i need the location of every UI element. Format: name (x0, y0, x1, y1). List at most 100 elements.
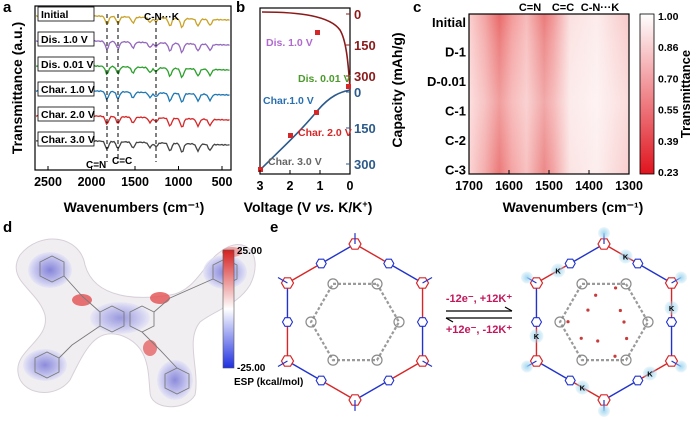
phenylene-ring (530, 317, 543, 327)
panel-a-ylabel: Transmittance (a.u.) (9, 22, 25, 154)
inner-ring-node (393, 316, 405, 328)
column-label: C-N···K (581, 2, 620, 14)
x-tick-label: 1 (317, 179, 324, 193)
spectrum-label: Char. 2.0 V (41, 109, 95, 121)
marker-dis-001v (346, 84, 351, 89)
colorbar-tick-label: 0.23 (658, 167, 679, 179)
phenylene-ring (416, 317, 429, 327)
terminal-bond (422, 360, 433, 367)
phenylene-ring (383, 375, 395, 386)
discharge-curve (261, 11, 351, 89)
row-label: C-2 (445, 133, 466, 148)
vertex-ring (415, 355, 430, 367)
panel-b-ylabel: Capacity (mAh/g) (389, 32, 405, 147)
framework-bond (354, 243, 390, 265)
x-tick-label: 2000 (78, 175, 106, 189)
terminal-bond (422, 277, 433, 284)
phenylene-ring (665, 317, 678, 327)
vertex-ring (664, 277, 679, 289)
molecule-skeleton (34, 255, 238, 395)
vertex-ring (415, 277, 430, 289)
x-tick-label: 1300 (615, 179, 643, 193)
label-char-1v: Char.1.0 V (263, 95, 314, 107)
panel-d: d 25.00 (3, 219, 303, 408)
phenylene-ring (564, 258, 576, 269)
terminal-bond (277, 277, 288, 284)
panel-c: c C=N C=C C-N···K Initial D-1 D-0.01 C-1 C-2 C-… (413, 0, 693, 215)
label-char-3v: Char. 3.0 V (268, 156, 322, 168)
spectrum-label: Initial (41, 9, 69, 21)
esp-scale-max: 25.00 (237, 246, 262, 257)
row-label: Initial (432, 15, 466, 30)
peak-label-c-eq-c: C=C (112, 156, 132, 167)
x-tick-label: 2500 (34, 175, 62, 189)
panel-b: b Dis. 1.0 V Dis. 0.01 V Char.1.0 V Char… (236, 0, 405, 215)
potassium-site (575, 380, 590, 395)
x-tick-label: 1000 (165, 175, 193, 189)
panel-a-frame (34, 5, 232, 171)
potassium-label: K (555, 267, 561, 276)
esp-negative-1 (72, 294, 92, 306)
terminal-bond (277, 360, 288, 367)
phenylene-ring (383, 258, 395, 269)
peak-label-cn-k: C-N···K (144, 12, 180, 23)
spectrum-label: Dis. 1.0 V (41, 34, 88, 46)
inner-ring-node (327, 278, 339, 290)
spectrum-label-box (37, 106, 95, 122)
esp-negative-3 (143, 340, 157, 356)
inner-ring-node (620, 354, 632, 366)
potassium-site (520, 271, 533, 284)
potassium-ion (596, 339, 600, 343)
potassium-label: K (580, 384, 586, 393)
x-tick-label: 1500 (121, 175, 149, 189)
peak-label-c-eq-n: C=N (86, 160, 106, 171)
esp-negative-2 (150, 292, 170, 304)
spectrum-label-box (37, 56, 95, 72)
vertex-ring (529, 277, 544, 289)
y-tick-label: 300 (354, 69, 376, 84)
potassium-site (675, 360, 688, 373)
panel-c-xticks: 1700 1600 1500 1400 1300 (455, 170, 643, 193)
esp-scale-bar (222, 249, 235, 369)
spectrum-label: Dis. 0.01 V (41, 59, 94, 71)
framework-bond (388, 262, 423, 284)
forward-reaction: -12e⁻, +12K⁺ (446, 293, 513, 305)
y-tick-label: 150 (354, 38, 376, 53)
marker-char-1v (314, 110, 319, 115)
framework-bond (320, 379, 356, 401)
label-dis-001v: Dis. 0.01 V (298, 73, 351, 85)
row-label: C-3 (445, 163, 466, 178)
phenylene-ring (281, 317, 294, 327)
vertex-ring (664, 355, 679, 367)
colorbar-tick-label: 0.39 (658, 136, 679, 148)
y-tick-label: 300 (354, 157, 376, 172)
x-tick-label: 1500 (535, 179, 563, 193)
colorbar-label: Transmittance (678, 50, 693, 138)
spectrum-label-box (37, 31, 95, 47)
potassium-site (664, 300, 679, 315)
inner-pore-ring (558, 282, 650, 362)
y-tick-label: 0 (354, 85, 361, 100)
phenylene-ring (564, 375, 576, 386)
framework-bond (536, 360, 571, 382)
framework-bond (320, 243, 356, 265)
panel-e: e K K K K K K -12e⁻, +12K⁺ +12e⁻, -12K⁺ (270, 219, 688, 417)
phenylene-ring (632, 375, 644, 386)
framework-bond (354, 379, 390, 401)
esp-scale-label: ESP (kcal/mol) (234, 377, 303, 388)
potassium-site (551, 263, 566, 278)
inner-ring-node (305, 316, 317, 328)
phenylene-ring (315, 375, 327, 386)
inner-ring-node (371, 278, 383, 290)
potassium-site (675, 271, 688, 284)
panel-b-letter: b (236, 0, 245, 16)
potassium-ion (613, 354, 617, 358)
panel-a: a Initial Dis. 1.0 V Dis. 0.01 V Char. 1.0 … (3, 0, 232, 215)
potassium-site (642, 366, 657, 381)
framework-bond (637, 262, 672, 284)
inner-ring-node (576, 354, 588, 366)
inner-ring-node (554, 316, 566, 328)
reverse-arrow-head (445, 317, 454, 323)
y-tick-label: 150 (354, 121, 376, 136)
